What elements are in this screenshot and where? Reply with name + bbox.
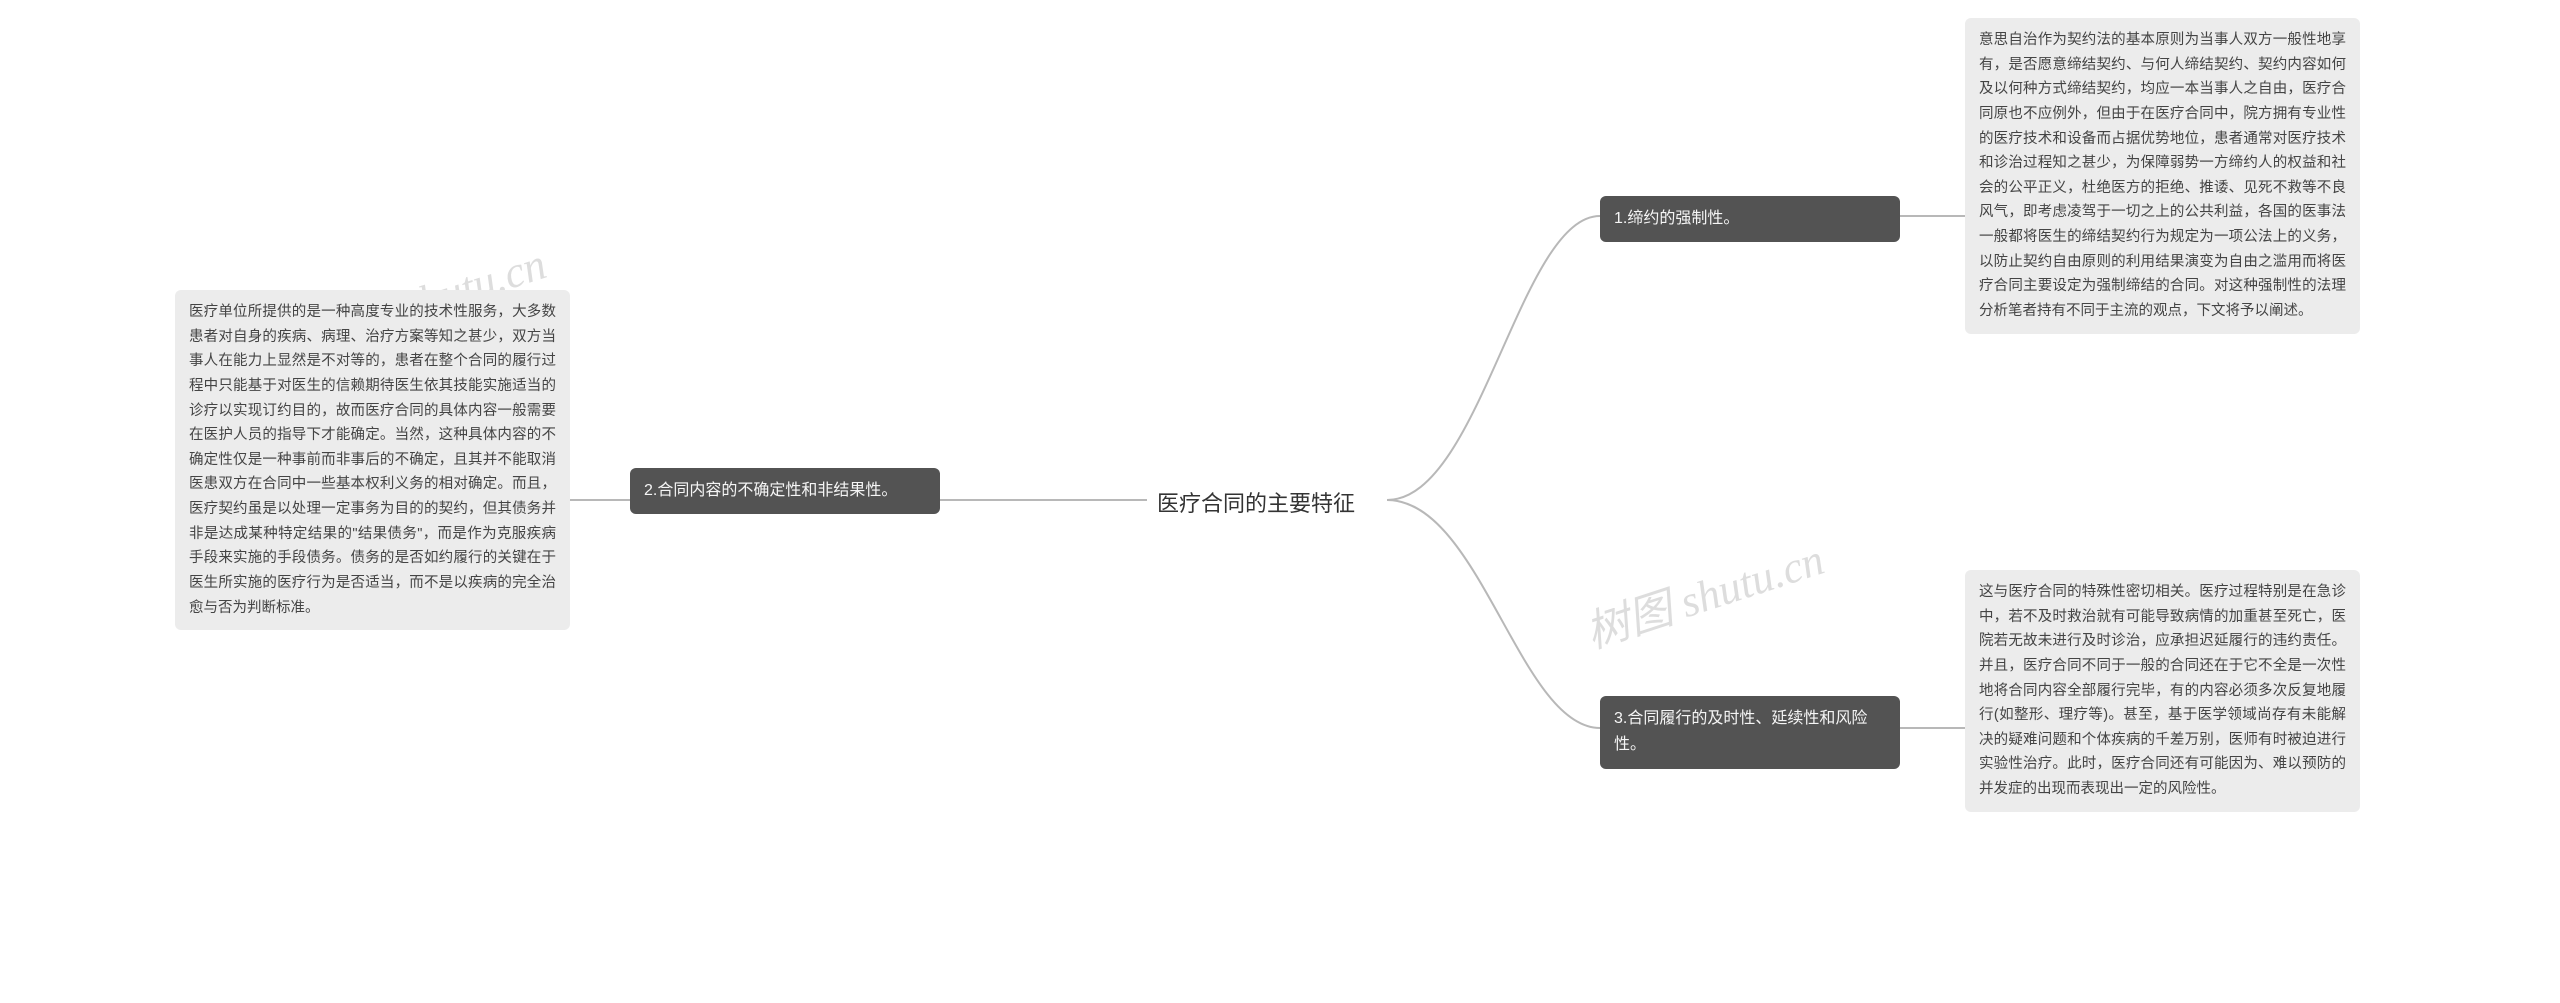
branch-1-detail[interactable]: 意思自治作为契约法的基本原则为当事人双方一般性地享有，是否愿意缔结契约、与何人缔… <box>1965 18 2360 334</box>
center-node[interactable]: 医疗合同的主要特征 <box>1147 480 1387 528</box>
branch-1-node[interactable]: 1.缔约的强制性。 <box>1600 196 1900 242</box>
branch-3-detail[interactable]: 这与医疗合同的特殊性密切相关。医疗过程特别是在急诊中，若不及时救治就有可能导致病… <box>1965 570 2360 812</box>
branch-3-node[interactable]: 3.合同履行的及时性、延续性和风险性。 <box>1600 696 1900 769</box>
watermark-2: 树图 shutu.cn <box>1576 523 1831 660</box>
mindmap-canvas: shutu.cn 树图 shutu.cn 医疗合同的主要特征 2.合同内容的不确… <box>0 0 2560 1003</box>
branch-2-node[interactable]: 2.合同内容的不确定性和非结果性。 <box>630 468 940 514</box>
branch-2-detail[interactable]: 医疗单位所提供的是一种高度专业的技术性服务，大多数患者对自身的疾病、病理、治疗方… <box>175 290 570 630</box>
